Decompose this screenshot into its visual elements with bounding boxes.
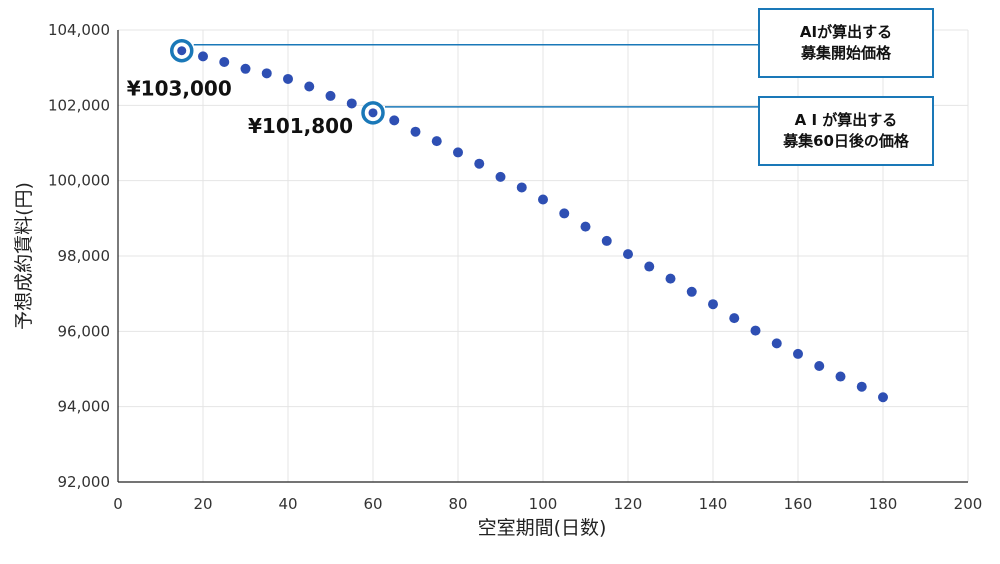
x-tick-label: 120 xyxy=(614,495,643,513)
data-point xyxy=(346,98,357,109)
data-point xyxy=(601,235,612,246)
x-tick-label: 140 xyxy=(699,495,728,513)
callout-60day-price: A I が算出する 募集60日後の価格 xyxy=(758,96,934,166)
data-point xyxy=(495,171,506,182)
y-tick-label: 100,000 xyxy=(48,172,110,190)
value-label: ¥101,800 xyxy=(248,114,353,138)
data-point xyxy=(623,249,633,260)
data-point xyxy=(771,338,782,349)
y-axis-title: 予想成約賃料(円) xyxy=(13,182,35,330)
x-tick-label: 160 xyxy=(784,495,813,513)
data-point xyxy=(240,63,251,74)
y-tick-label: 104,000 xyxy=(48,21,110,39)
data-point xyxy=(708,299,718,310)
data-point xyxy=(283,73,293,84)
data-point xyxy=(453,147,463,158)
data-point xyxy=(261,68,272,79)
x-tick-label: 200 xyxy=(954,495,983,513)
value-labels: ¥103,000 ¥101,800 xyxy=(127,77,353,138)
data-point xyxy=(856,381,867,392)
data-point xyxy=(325,90,336,101)
data-point xyxy=(644,261,655,272)
data-points xyxy=(198,51,888,403)
data-point xyxy=(198,51,208,62)
x-tick-label: 100 xyxy=(529,495,558,513)
x-tick-label: 40 xyxy=(278,495,297,513)
y-tick-label: 94,000 xyxy=(58,398,111,416)
callout-start-price: AIが算出する 募集開始価格 xyxy=(758,8,934,78)
data-point xyxy=(431,136,442,147)
x-tick-label: 60 xyxy=(363,495,382,513)
data-point xyxy=(474,158,485,169)
y-tick-label: 102,000 xyxy=(48,96,110,114)
data-point xyxy=(410,126,421,137)
callout-start-price-line-2: 募集開始価格 xyxy=(800,44,891,62)
data-point xyxy=(878,392,888,403)
y-tick-label: 96,000 xyxy=(58,322,111,340)
data-point xyxy=(729,313,740,324)
x-tick-label: 80 xyxy=(448,495,467,513)
callout-60day-price-line-1: A I が算出する xyxy=(794,111,898,129)
y-tick-label: 92,000 xyxy=(58,473,111,491)
callout-start-price-line-1: AIが算出する xyxy=(799,23,893,41)
x-tick-label: 180 xyxy=(869,495,898,513)
value-label: ¥103,000 xyxy=(127,77,232,101)
tick-labels: 0 20 40 60 80 100 120 140 160 180 200 92,000 94,000 9… xyxy=(48,21,982,513)
data-point xyxy=(686,286,697,297)
data-point xyxy=(516,182,527,193)
data-point xyxy=(665,273,676,284)
data-point xyxy=(835,371,846,382)
data-point xyxy=(814,360,825,371)
y-tick-label: 98,000 xyxy=(58,247,111,265)
callout-leader-lines xyxy=(193,43,758,108)
data-point xyxy=(559,208,570,219)
axes xyxy=(117,30,968,483)
data-point xyxy=(580,221,591,232)
x-tick-label: 0 xyxy=(113,495,123,513)
data-point xyxy=(389,115,400,126)
data-point xyxy=(304,81,315,92)
data-point xyxy=(793,348,803,359)
data-point xyxy=(750,325,761,336)
data-point xyxy=(219,57,230,68)
highlight-point xyxy=(368,108,378,118)
x-tick-label: 20 xyxy=(193,495,212,513)
callout-60day-price-line-2: 募集60日後の価格 xyxy=(783,132,909,150)
data-point xyxy=(538,194,548,205)
highlight-point xyxy=(177,46,187,56)
highlighted-points xyxy=(170,38,385,125)
x-axis-title: 空室期間(日数) xyxy=(478,517,607,539)
